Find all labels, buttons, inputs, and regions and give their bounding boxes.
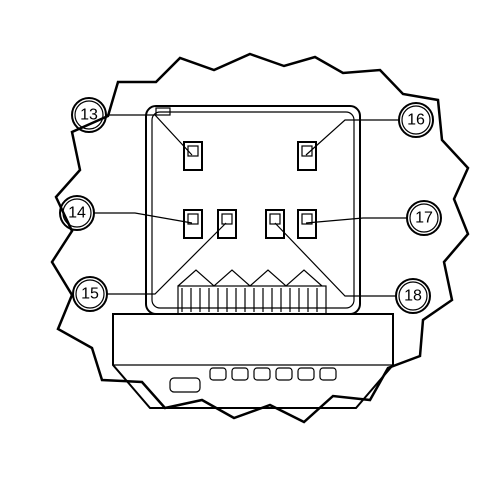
device-lower-body — [113, 314, 393, 408]
leader-13 — [106, 115, 192, 155]
switches-group — [184, 142, 316, 238]
leader-18 — [275, 223, 396, 296]
leader-15 — [107, 223, 226, 294]
callout-label-13: 13 — [80, 107, 98, 124]
callout-label-14: 14 — [68, 205, 86, 222]
leader-16 — [306, 120, 399, 155]
callouts-group: 13 14 15 16 17 18 — [60, 98, 441, 313]
leader-17 — [306, 218, 407, 223]
bottom-connectors — [170, 368, 336, 392]
device-panel-inner — [152, 112, 354, 308]
parts-diagram: 13 14 15 16 17 18 — [0, 0, 500, 500]
callout-label-17: 17 — [415, 210, 433, 227]
callout-label-16: 16 — [407, 112, 425, 129]
callout-label-15: 15 — [81, 286, 99, 303]
leader-14 — [94, 213, 192, 223]
callout-label-18: 18 — [404, 288, 422, 305]
